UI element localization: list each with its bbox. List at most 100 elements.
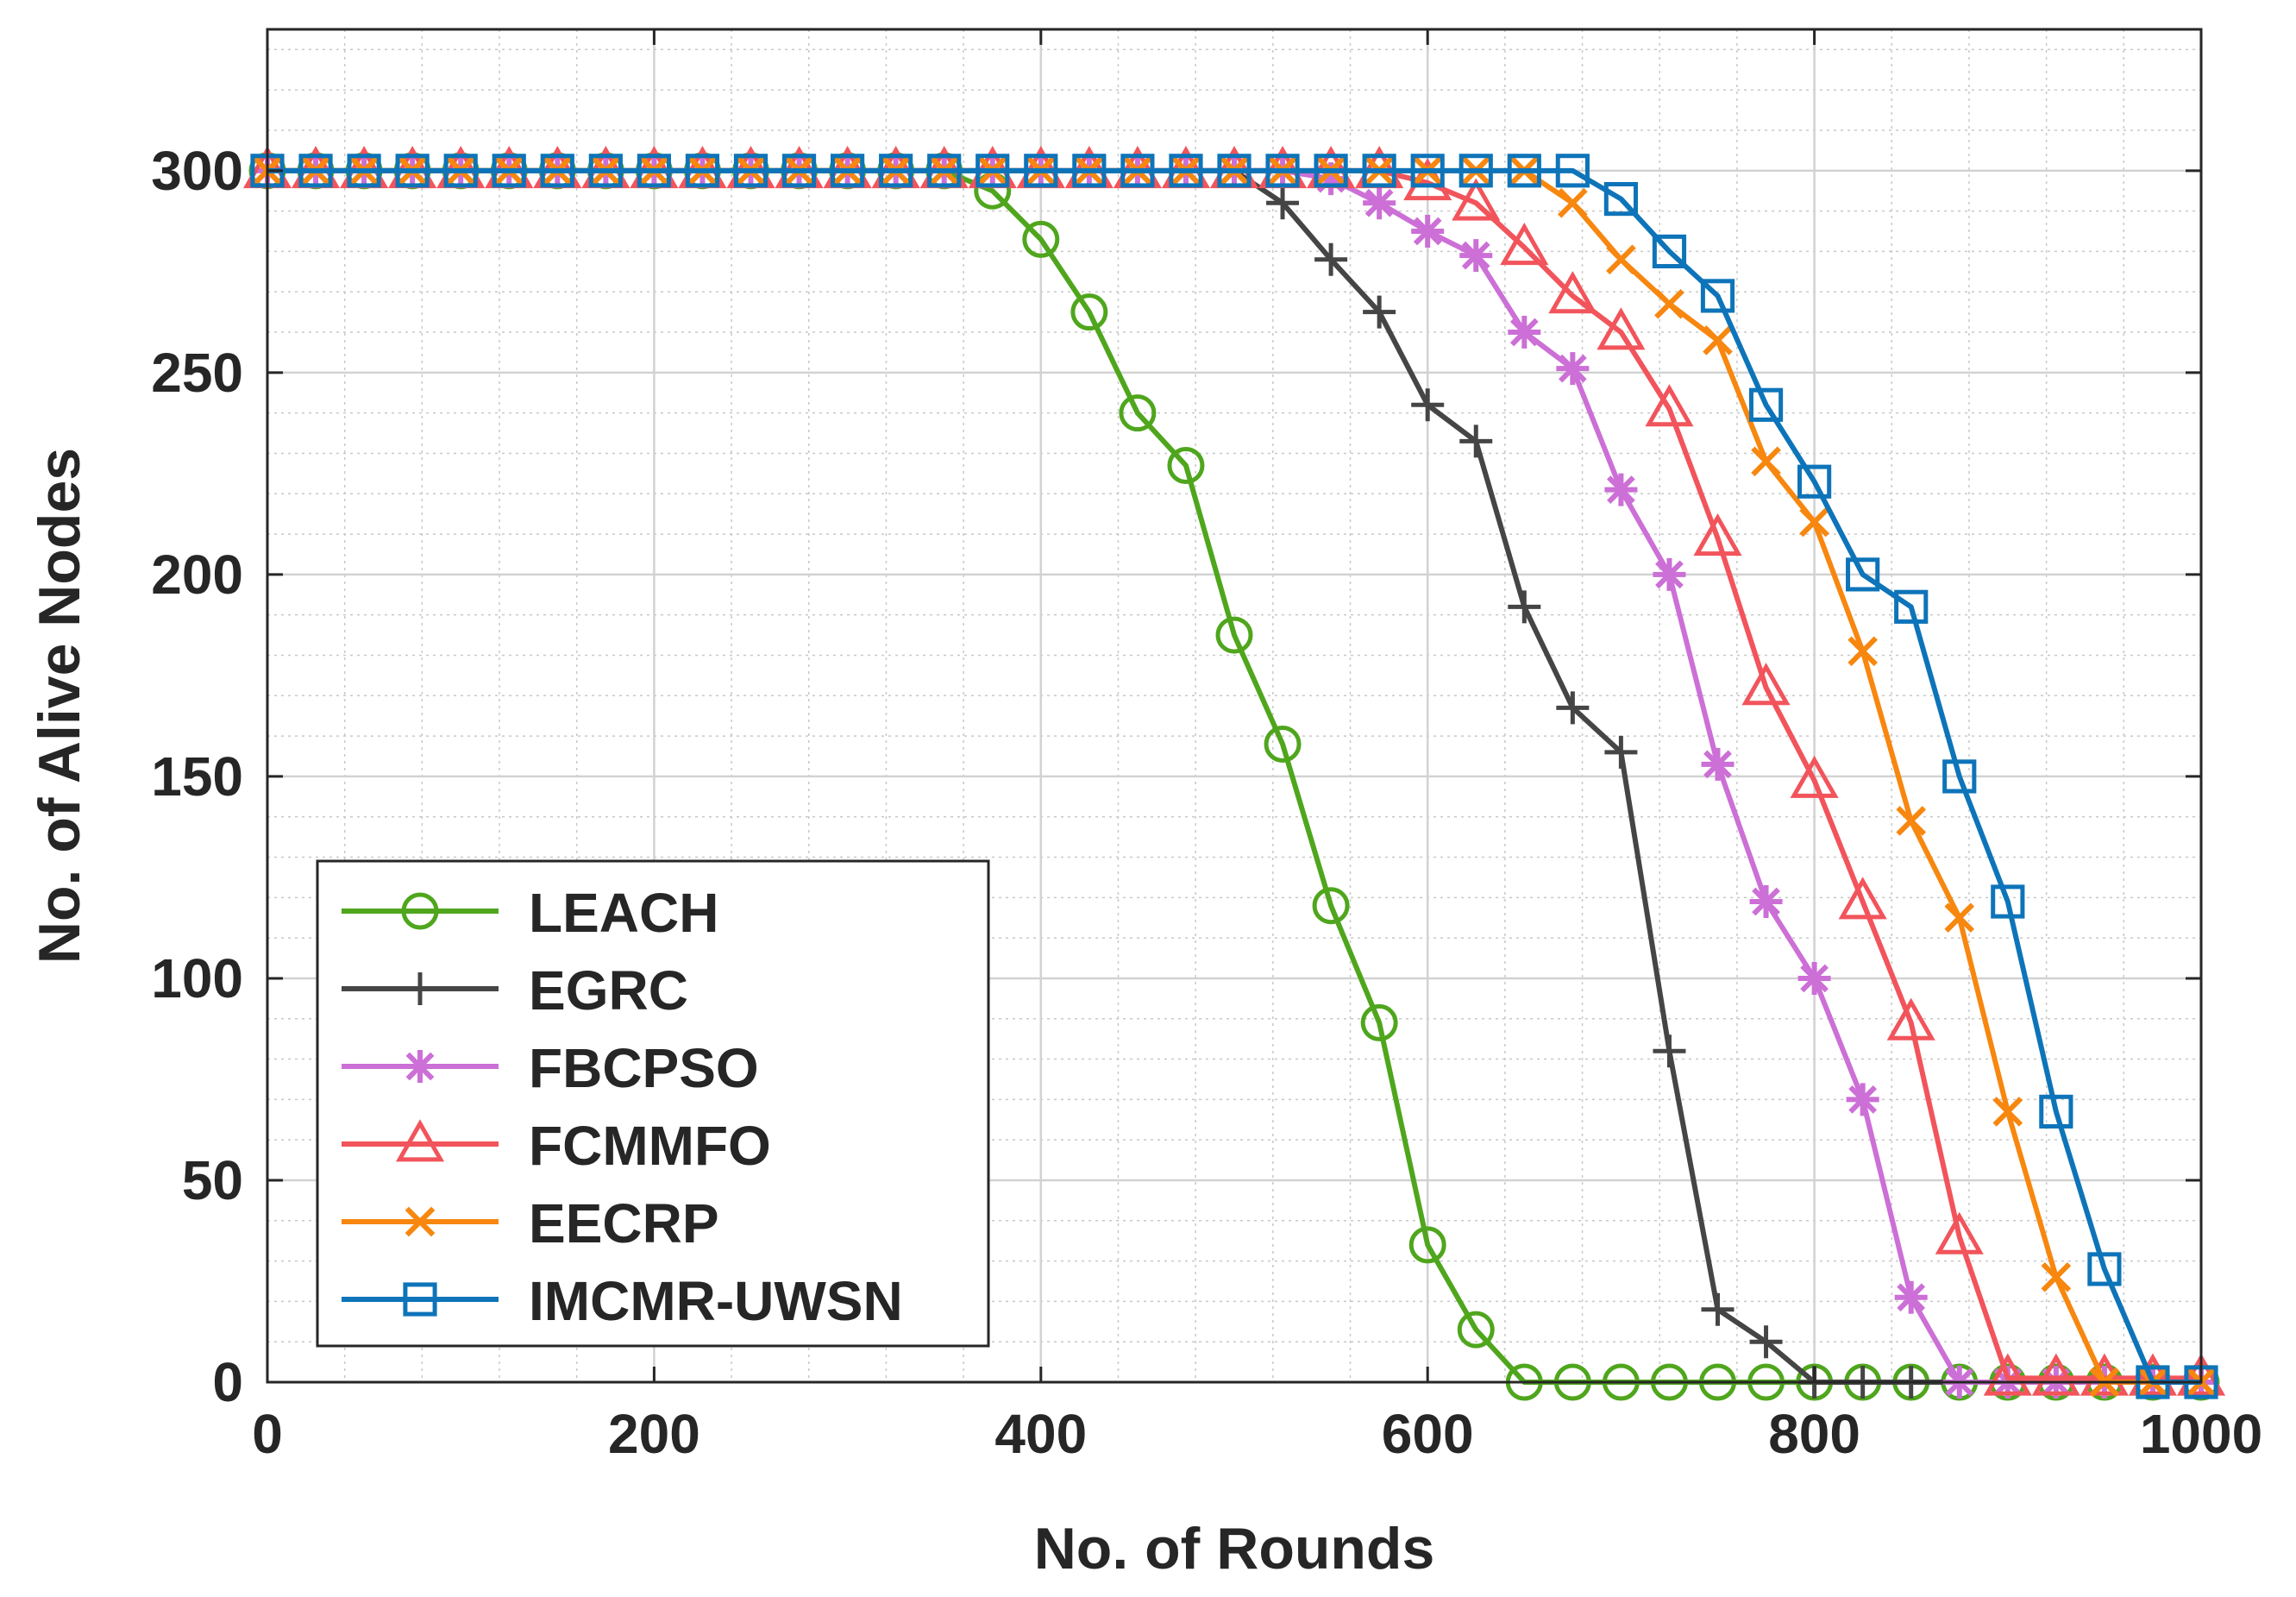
data-point-leach <box>1167 447 1205 485</box>
data-point-fcmmfo <box>1838 877 1887 920</box>
data-point-eecrp <box>1751 446 1781 477</box>
legend-label-eecrp: EECRP <box>529 1192 719 1254</box>
data-point-imcmr-uwsn <box>1555 154 1590 188</box>
data-point-imcmr-uwsn <box>733 154 768 188</box>
data-point-fbcpso <box>1314 162 1348 196</box>
x-tick-label: 600 <box>1382 1403 1474 1465</box>
data-point-fcmmfo <box>1645 384 1694 427</box>
data-point-egrc <box>1604 735 1638 769</box>
data-point-eecrp <box>1606 244 1636 275</box>
data-point-eecrp <box>1703 325 1733 355</box>
data-point-imcmr-uwsn <box>1265 154 1300 188</box>
data-point-imcmr-uwsn <box>1894 589 1929 624</box>
data-point-fbcpso <box>1363 186 1396 220</box>
data-point-imcmr-uwsn <box>1120 154 1155 188</box>
data-point-imcmr-uwsn <box>685 154 720 188</box>
data-point-imcmr-uwsn <box>1169 154 1203 188</box>
x-tick-label: 200 <box>608 1403 700 1465</box>
x-tick-label: 1000 <box>2140 1403 2262 1465</box>
x-tick-label: 0 <box>252 1403 283 1465</box>
axis-ticks: 0 200 400 600 800 1000 0 50 100 150 200 250 300 <box>151 29 2262 1465</box>
y-tick-label: 200 <box>151 544 243 606</box>
data-point-fcmmfo <box>1500 222 1549 266</box>
data-point-leach <box>1360 1003 1398 1041</box>
legend-marker-leach <box>401 892 439 930</box>
legend-item-fbcpso: FBCPSO <box>342 1037 759 1099</box>
data-point-egrc <box>1653 1034 1686 1068</box>
data-point-fcmmfo <box>1741 663 1791 706</box>
data-point-leach <box>1022 220 1060 258</box>
data-point-fbcpso <box>1894 1280 1928 1314</box>
data-point-imcmr-uwsn <box>1362 154 1396 188</box>
data-point-eecrp <box>1558 187 1588 218</box>
data-point-imcmr-uwsn <box>395 154 430 188</box>
data-point-imcmr-uwsn <box>927 154 962 188</box>
data-point-egrc <box>1266 186 1300 220</box>
legend-label-fcmmfo: FCMMFO <box>529 1115 771 1177</box>
data-point-imcmr-uwsn <box>1991 884 2025 919</box>
data-point-fbcpso <box>1653 557 1686 591</box>
y-tick-label: 150 <box>151 745 243 808</box>
data-point-imcmr-uwsn <box>492 154 526 188</box>
legend-marker-eecrp <box>405 1206 436 1237</box>
data-point-egrc <box>1411 388 1445 422</box>
data-point-fcmmfo <box>2031 1353 2080 1396</box>
data-point-fbcpso <box>1604 473 1638 506</box>
data-point-imcmr-uwsn <box>443 154 478 188</box>
data-point-leach <box>1264 725 1302 763</box>
data-point-imcmr-uwsn <box>1314 154 1348 188</box>
data-point-fcmmfo <box>1693 512 1742 556</box>
data-point-imcmr-uwsn <box>879 154 913 188</box>
data-point-imcmr-uwsn <box>588 154 623 188</box>
y-axis-label: No. of Alive Nodes <box>27 448 92 964</box>
legend-marker-imcmr-uwsn <box>403 1282 437 1317</box>
data-point-imcmr-uwsn <box>1072 154 1107 188</box>
data-point-imcmr-uwsn <box>831 154 865 188</box>
data-point-eecrp <box>1799 506 1829 538</box>
legend-marker-fcmmfo <box>395 1119 445 1162</box>
data-point-imcmr-uwsn <box>540 154 574 188</box>
data-point-fbcpso <box>1556 352 1590 386</box>
legend-label-leach: LEACH <box>529 882 718 944</box>
legend-label-fbcpso: FBCPSO <box>529 1037 759 1099</box>
legend-item-eecrp: EECRP <box>342 1192 719 1254</box>
data-point-egrc <box>1556 691 1590 725</box>
legend-item-egrc: EGRC <box>342 959 688 1022</box>
data-point-fbcpso <box>1411 215 1445 248</box>
legend-item-imcmr-uwsn: IMCMR-UWSN <box>342 1270 903 1332</box>
y-tick-label: 250 <box>151 342 243 404</box>
legend-item-leach: LEACH <box>342 882 718 944</box>
data-point-eecrp <box>1896 806 1927 836</box>
data-point-egrc <box>1749 1325 1783 1359</box>
data-point-imcmr-uwsn <box>1748 387 1784 422</box>
data-point-imcmr-uwsn <box>1700 279 1735 313</box>
data-point-fbcpso <box>1797 961 1831 995</box>
data-point-leach <box>1312 887 1350 925</box>
data-point-fcmmfo <box>1983 1353 2032 1396</box>
data-point-fbcpso <box>1749 885 1783 919</box>
data-point-imcmr-uwsn <box>1797 464 1832 499</box>
data-point-imcmr-uwsn <box>347 154 381 188</box>
legend-item-fcmmfo: FCMMFO <box>342 1115 771 1177</box>
data-point-imcmr-uwsn <box>1507 154 1541 188</box>
legend-label-egrc: EGRC <box>529 959 688 1022</box>
data-point-leach <box>1119 394 1157 432</box>
data-point-imcmr-uwsn <box>781 154 817 188</box>
legend-box <box>316 859 990 1348</box>
data-point-eecrp <box>2041 1261 2072 1292</box>
data-point-leach <box>1215 616 1253 654</box>
minor-grid <box>267 29 2201 1382</box>
data-point-imcmr-uwsn <box>298 154 333 188</box>
data-point-fcmmfo <box>1597 307 1646 350</box>
data-point-fbcpso <box>1459 239 1493 273</box>
data-point-eecrp <box>1992 1097 2023 1127</box>
data-point-imcmr-uwsn <box>2087 1252 2122 1286</box>
data-point-imcmr-uwsn <box>1603 181 1639 217</box>
x-tick-label: 400 <box>994 1403 1087 1465</box>
legend-marker-fbcpso <box>404 1050 436 1083</box>
y-tick-label: 50 <box>182 1149 243 1211</box>
data-point-eecrp <box>1944 902 1975 934</box>
data-point-fbcpso <box>1508 316 1541 349</box>
